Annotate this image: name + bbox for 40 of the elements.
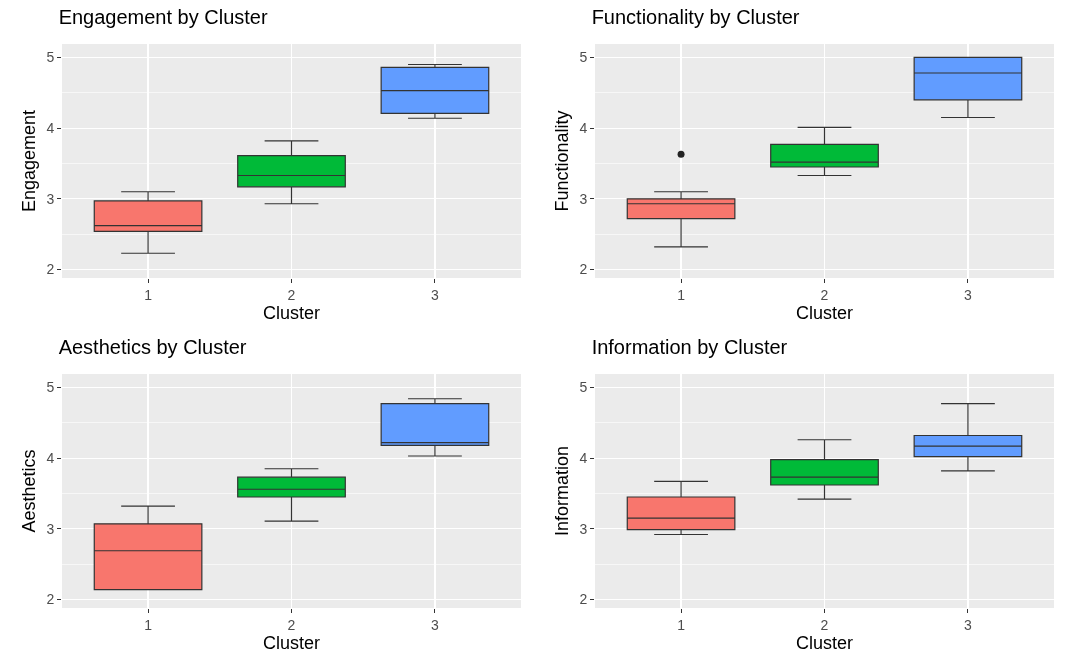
x-tick-label: 2	[820, 286, 829, 303]
y-tick-label: 5	[46, 49, 55, 66]
y-tick-label: 3	[46, 520, 55, 537]
y-tick-label: 3	[579, 520, 588, 537]
x-tick-label: 1	[677, 616, 686, 633]
x-tick-label: 3	[431, 616, 440, 633]
chart-title: Aesthetics by Cluster	[58, 335, 247, 358]
chart-title: Information by Cluster	[591, 335, 788, 358]
y-tick-label: 4	[46, 450, 55, 467]
x-tick-label: 1	[144, 616, 153, 633]
x-tick-label: 3	[964, 616, 973, 633]
x-tick-label: 1	[677, 286, 686, 303]
y-tick-label: 2	[46, 261, 55, 278]
y-axis-title: Information	[551, 445, 572, 537]
y-tick-label: 4	[579, 450, 588, 467]
y-tick-label: 2	[579, 591, 588, 608]
x-tick-label: 2	[820, 616, 829, 633]
y-axis-title: Functionality	[551, 110, 572, 212]
y-tick-label: 3	[579, 190, 588, 207]
y-tick-label: 5	[579, 49, 588, 66]
y-tick-label: 2	[46, 591, 55, 608]
x-tick-label: 1	[144, 286, 153, 303]
x-tick-label: 2	[287, 616, 296, 633]
x-tick-label: 3	[964, 286, 973, 303]
y-tick-label: 4	[46, 120, 55, 137]
y-axis-title: Aesthetics	[18, 449, 39, 533]
y-tick-label: 5	[579, 379, 588, 396]
chart-title: Functionality by Cluster	[591, 5, 800, 28]
y-tick-label: 2	[579, 261, 588, 278]
x-axis-title: Cluster	[795, 632, 854, 653]
x-axis-title: Cluster	[262, 302, 321, 323]
y-axis-title: Engagement	[18, 109, 39, 213]
x-axis-title: Cluster	[262, 632, 321, 653]
y-tick-label: 3	[46, 190, 55, 207]
x-tick-label: 2	[287, 286, 296, 303]
y-tick-label: 5	[46, 379, 55, 396]
x-tick-label: 3	[431, 286, 440, 303]
y-tick-label: 4	[579, 120, 588, 137]
chart-title: Engagement by Cluster	[58, 5, 268, 28]
x-axis-title: Cluster	[795, 302, 854, 323]
